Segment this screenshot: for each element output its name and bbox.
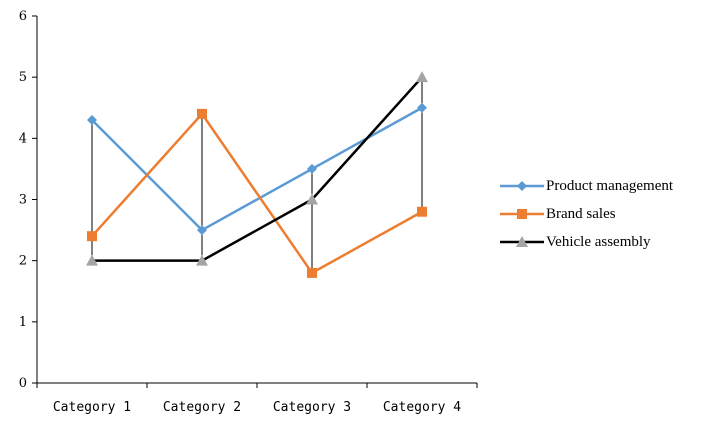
y-tick-label: 4 bbox=[19, 131, 27, 146]
x-tick-label: Category 3 bbox=[273, 400, 351, 415]
data-point-series-2 bbox=[307, 267, 317, 278]
legend-swatch bbox=[500, 181, 544, 191]
x-tick-label: Category 2 bbox=[163, 400, 241, 415]
y-tick-label: 3 bbox=[19, 193, 27, 208]
x-tick-label: Category 4 bbox=[383, 400, 461, 415]
y-tick-label: 6 bbox=[19, 9, 27, 24]
y-tick-label: 2 bbox=[19, 254, 27, 269]
y-tick-label: 1 bbox=[19, 315, 27, 330]
legend-item: Vehicle assembly bbox=[500, 228, 673, 256]
y-tick-label: 0 bbox=[19, 376, 27, 391]
series-line-3 bbox=[92, 76, 423, 262]
data-point-series-2 bbox=[197, 108, 207, 119]
data-point-series-2 bbox=[87, 231, 97, 242]
data-point-series-3 bbox=[306, 193, 318, 205]
legend-label: Vehicle assembly bbox=[546, 233, 651, 250]
x-tick-label: Category 1 bbox=[53, 400, 131, 415]
legend-swatch bbox=[500, 209, 544, 219]
legend: Product management Brand sales Vehicle ass… bbox=[500, 172, 673, 256]
data-point-series-1 bbox=[417, 102, 427, 113]
data-point-series-2 bbox=[417, 206, 427, 217]
data-point-series-1 bbox=[87, 114, 97, 125]
legend-label: Product management bbox=[546, 177, 674, 194]
series-line-2 bbox=[91, 112, 423, 275]
data-point-series-3 bbox=[86, 254, 98, 266]
y-tick-label: 5 bbox=[19, 70, 27, 85]
data-point-series-3 bbox=[416, 71, 428, 83]
legend-item: Brand sales bbox=[500, 200, 673, 228]
data-point-series-1 bbox=[197, 225, 207, 236]
legend-swatch bbox=[500, 236, 544, 247]
series-line-1 bbox=[91, 106, 423, 232]
data-point-series-1 bbox=[307, 163, 317, 174]
data-point-series-3 bbox=[196, 254, 208, 266]
legend-item: Product management bbox=[500, 172, 673, 200]
legend-label: Brand sales bbox=[546, 205, 616, 222]
